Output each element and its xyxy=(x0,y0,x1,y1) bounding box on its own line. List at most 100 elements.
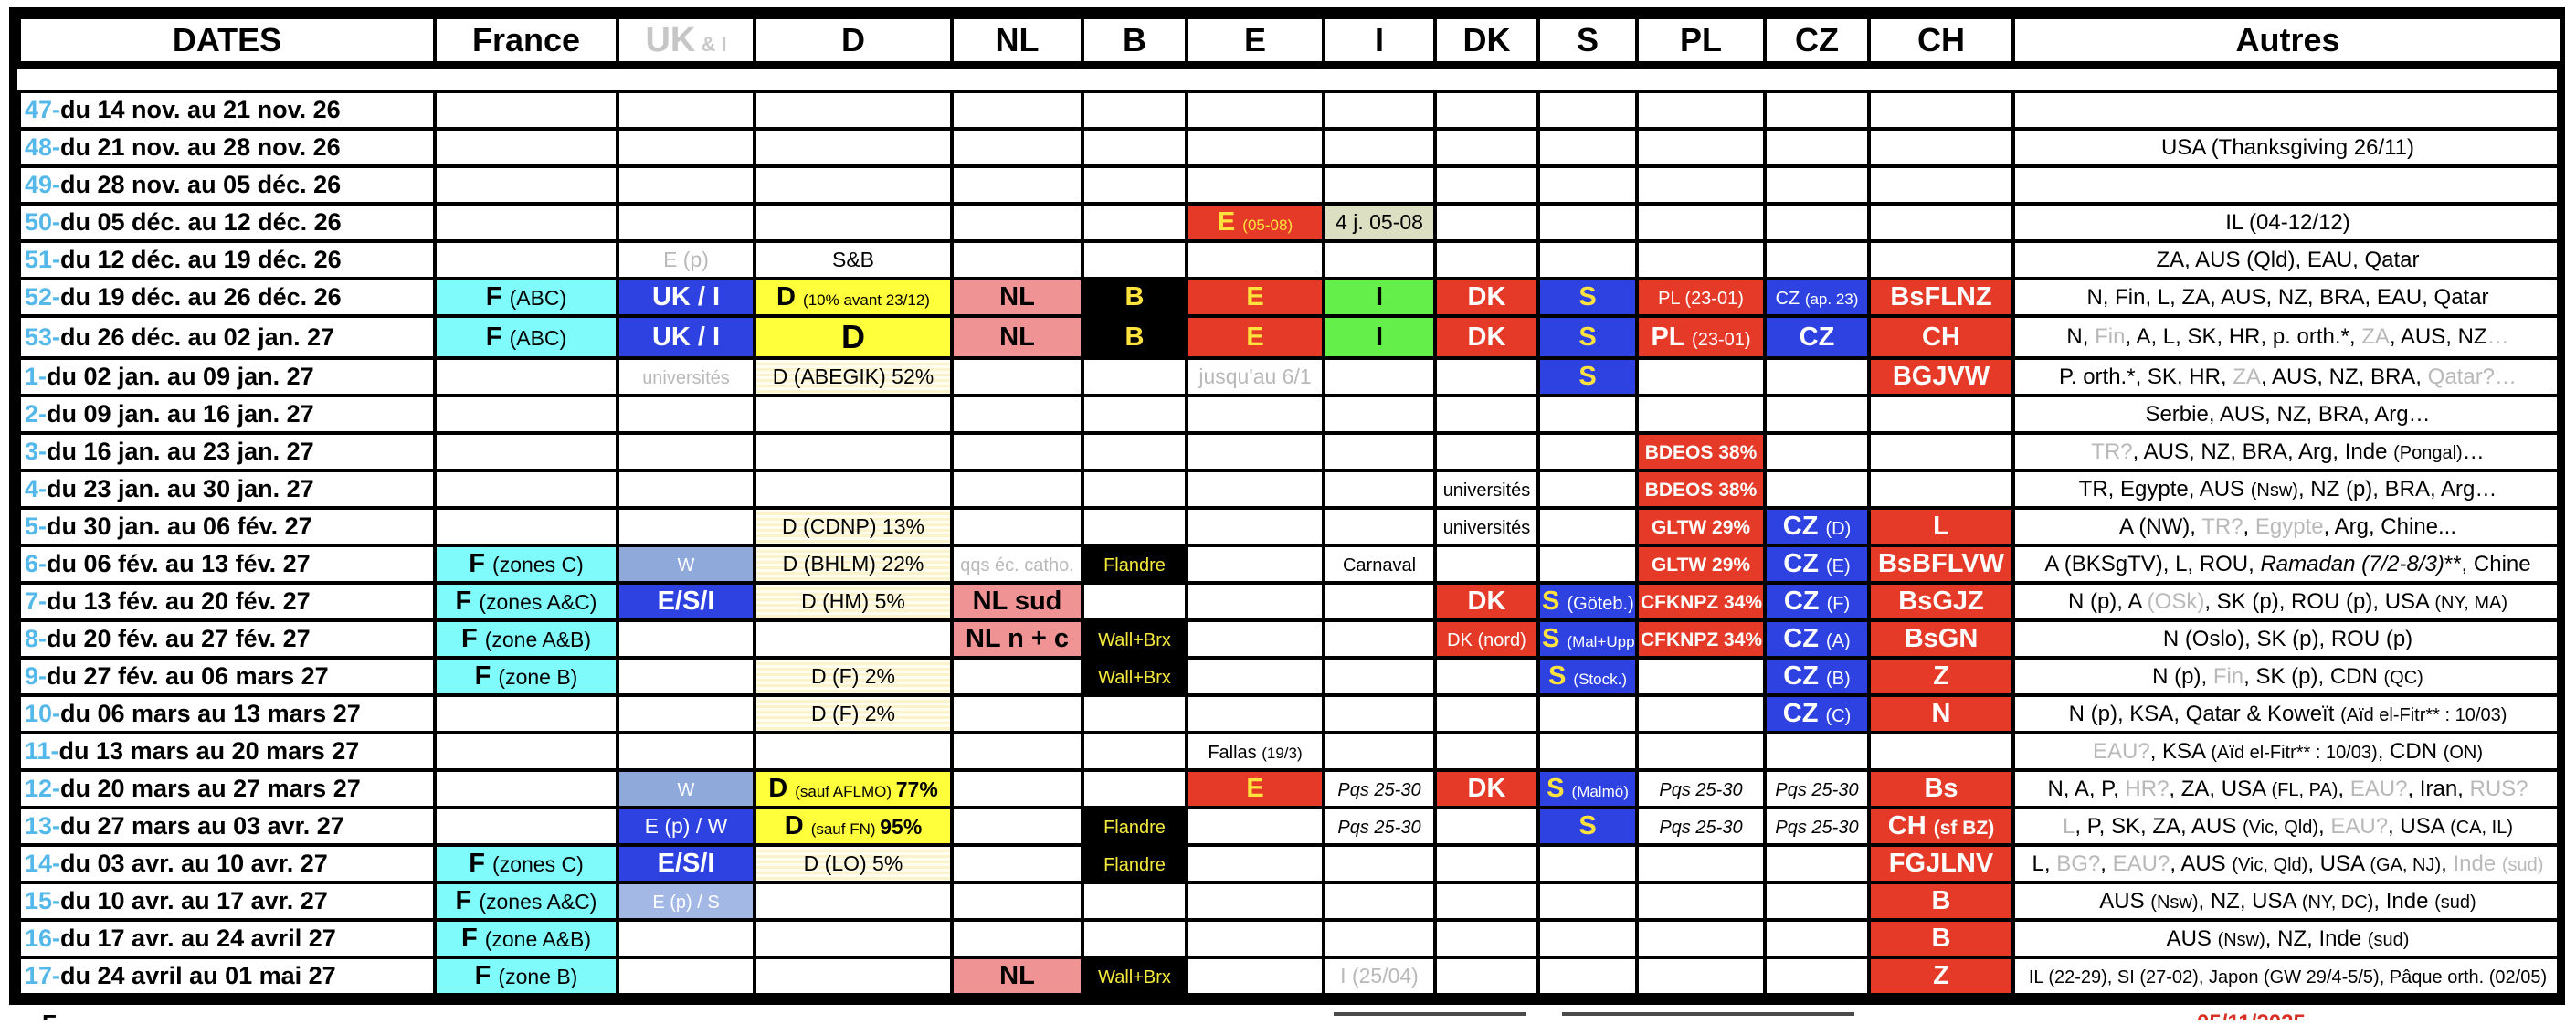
text-segment: USA (Thanksgiving 26/11) xyxy=(2160,134,2415,160)
date-range: du 14 nov. au 21 nov. 26 xyxy=(60,96,341,123)
week-row-14: 14-du 03 avr. au 10 avr. 27 F (zones C) E/… xyxy=(17,843,2564,884)
cell-e-w17 xyxy=(1185,956,1325,997)
cell-pl-w11 xyxy=(1635,731,1767,772)
cell-b-w48 xyxy=(1081,127,1188,168)
week-number: 1- xyxy=(25,363,48,390)
cell-e-w52: E xyxy=(1185,277,1325,318)
text-segment: , KSA xyxy=(2149,738,2212,764)
cell-nl-w14 xyxy=(950,843,1084,884)
cell-uk-w16 xyxy=(616,918,756,959)
cell-france-w16: F (zone A&B) xyxy=(433,918,619,959)
text-segment: (10% avant 23/12) xyxy=(803,291,930,309)
text-segment: Ramadan (7/2-8/3) xyxy=(2260,551,2444,576)
text-segment: (A) xyxy=(1826,631,1851,651)
row-date-w10: 10-du 06 mars au 13 mars 27 xyxy=(17,693,437,734)
col-header-dates: DATES xyxy=(17,16,437,68)
cell-i-w16 xyxy=(1322,918,1437,959)
text-segment: , Arg, Chine... xyxy=(2323,513,2457,539)
cell-dk-w1 xyxy=(1433,356,1540,397)
text-segment: (19/3) xyxy=(1262,745,1303,762)
cell-i-w12: Pqs 25-30 xyxy=(1322,768,1437,809)
text-segment: (sud) xyxy=(2367,929,2410,950)
cell-dk-w13 xyxy=(1433,806,1540,847)
cell-nl-w9 xyxy=(950,656,1084,697)
text-segment: B xyxy=(1931,886,1951,915)
text-segment: Pqs 25-30 xyxy=(1337,780,1421,800)
cell-e-w14 xyxy=(1185,843,1325,884)
date-range: du 30 jan. au 06 fév. 27 xyxy=(47,512,312,540)
cell-france-w52: F (ABC) xyxy=(433,277,619,318)
text-segment: (05-08) xyxy=(1242,217,1293,234)
cell-pl-w49 xyxy=(1635,164,1767,206)
text-segment: FGJLNV xyxy=(1888,849,1994,878)
cell-s-w50 xyxy=(1536,202,1639,243)
cell-dk-w5: universités xyxy=(1433,506,1540,547)
text-segment: Carnaval xyxy=(1342,555,1417,576)
cell-france-w11 xyxy=(433,731,619,772)
text-segment: E (p) xyxy=(663,248,709,271)
cell-i-w14 xyxy=(1322,843,1437,884)
cell-uk-w11 xyxy=(616,731,756,772)
text-segment: B xyxy=(1124,322,1145,352)
week-row-8: 8-du 20 fév. au 27 fév. 27 F (zone A&B) NL… xyxy=(17,618,2564,660)
text-segment: NL xyxy=(999,322,1035,352)
week-number: 2- xyxy=(25,400,48,428)
text-segment: D xyxy=(768,774,796,803)
text-segment: 77% xyxy=(895,777,938,801)
cell-dk-w2 xyxy=(1433,394,1540,435)
cell-ch-w51 xyxy=(1867,239,2015,280)
cell-b-w51 xyxy=(1081,239,1188,280)
text-segment: (FL, PA) xyxy=(2271,779,2338,800)
row-date-w53: 53-du 26 déc. au 02 jan. 27 xyxy=(17,314,437,360)
footer-left-fragment: F xyxy=(42,1009,57,1020)
week-number: 14- xyxy=(25,850,61,877)
week-number: 49- xyxy=(25,171,61,198)
text-segment: IL (22-29), SI (27-02), Japon (GW 29/4-5… xyxy=(2028,967,2548,988)
text-segment: TR, Egypte, AUS xyxy=(2078,476,2251,502)
cell-e-w51 xyxy=(1185,239,1325,280)
text-segment: (C) xyxy=(1825,706,1852,726)
text-segment: , xyxy=(2100,851,2113,876)
cell-ch-w12: Bs xyxy=(1867,768,2015,809)
cell-s-w53: S xyxy=(1536,314,1639,360)
cell-d-w12: D (sauf AFLMO) 77% xyxy=(753,768,954,809)
cell-i-w47 xyxy=(1322,90,1437,131)
week-row-11: 11-du 13 mars au 20 mars 27 Fallas (19/3)… xyxy=(17,731,2564,772)
cell-e-w13 xyxy=(1185,806,1325,847)
text-segment: (Nsw) xyxy=(2217,929,2265,950)
cell-i-w10 xyxy=(1322,693,1437,734)
cell-d-w15 xyxy=(753,881,954,922)
cell-i-w11 xyxy=(1322,731,1437,772)
cell-ch-w7: BsGJZ xyxy=(1867,581,2015,622)
cell-ch-w11 xyxy=(1867,731,2015,772)
cell-i-w6: Carnaval xyxy=(1322,544,1437,585)
text-segment: E xyxy=(1217,207,1243,237)
cell-uk-w9 xyxy=(616,656,756,697)
row-date-w13: 13-du 27 mars au 03 avr. 27 xyxy=(17,806,437,847)
week-row-53: 53-du 26 déc. au 02 jan. 27 F (ABC) UK / I… xyxy=(17,314,2564,360)
cell-b-w8: Wall+Brx xyxy=(1081,618,1188,660)
text-segment: , AUS xyxy=(2170,851,2233,876)
col-header-s: S xyxy=(1536,16,1639,68)
week-row-3: 3-du 16 jan. au 23 jan. 27 BDEOS 38% TR?, … xyxy=(17,431,2564,472)
cell-s-w13: S xyxy=(1536,806,1639,847)
text-segment: E/S/I xyxy=(657,849,715,878)
header-body-gap xyxy=(17,69,2557,90)
cell-ch-w1: BGJVW xyxy=(1867,356,2015,397)
week-row-4: 4-du 23 jan. au 30 jan. 27 universités BDE… xyxy=(17,469,2564,510)
cell-d-w1: D (ABEGIK) 52% xyxy=(753,356,954,397)
cell-d-w49 xyxy=(753,164,954,206)
cell-pl-w12: Pqs 25-30 xyxy=(1635,768,1767,809)
text-segment: CFKNPZ 34% xyxy=(1641,592,1763,613)
text-segment: CH xyxy=(1922,322,1960,352)
cell-uk-w51: E (p) xyxy=(616,239,756,280)
week-row-2: 2-du 09 jan. au 16 jan. 27 Serbie, AUS, N… xyxy=(17,394,2564,435)
date-range: du 13 mars au 20 mars 27 xyxy=(58,737,360,765)
cell-i-w9 xyxy=(1322,656,1437,697)
date-range: du 19 déc. au 26 déc. 26 xyxy=(60,283,342,311)
cell-d-w47 xyxy=(753,90,954,131)
cell-pl-w1 xyxy=(1635,356,1767,397)
cell-cz-w3 xyxy=(1763,431,1871,472)
text-segment: F xyxy=(469,549,493,578)
cell-pl-w48 xyxy=(1635,127,1767,168)
